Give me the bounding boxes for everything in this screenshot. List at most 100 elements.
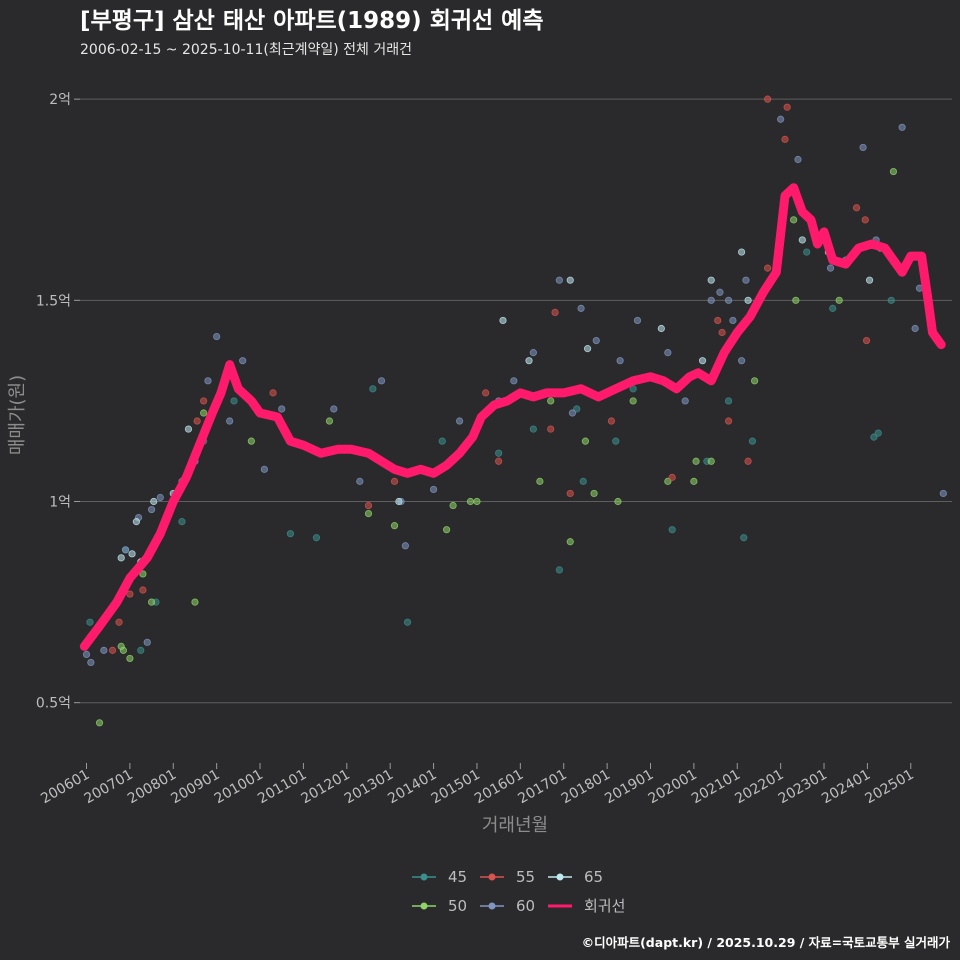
legend-label: 65: [584, 868, 603, 886]
data-point-55: [852, 204, 861, 212]
data-point-60: [777, 115, 785, 123]
data-point-65: [583, 345, 592, 353]
data-point-50: [325, 417, 334, 425]
data-point-60: [794, 155, 802, 164]
data-point-50: [751, 377, 759, 385]
legend: 45 55 65 50 60 회귀선: [412, 868, 625, 915]
x-tick-label: 201701: [515, 767, 569, 808]
data-point-45: [178, 518, 186, 526]
x-tick-label: 200901: [168, 767, 222, 808]
data-point-55: [495, 457, 503, 465]
data-point-50: [449, 501, 457, 510]
data-point-65: [128, 550, 136, 558]
legend-label: 60: [516, 897, 535, 915]
data-point-60: [356, 477, 364, 485]
legend-item-50: 50: [412, 897, 467, 915]
legend-item-회귀선: 회귀선: [548, 897, 625, 915]
data-point-45: [495, 449, 503, 457]
data-point-60: [510, 377, 518, 385]
x-tick-label: 201001: [212, 767, 266, 808]
data-point-60: [898, 123, 906, 131]
data-point-50: [692, 457, 700, 465]
legend-key-point: [420, 902, 428, 910]
data-point-50: [139, 570, 147, 578]
x-tick-label: 202101: [689, 767, 743, 808]
data-point-45: [529, 425, 537, 433]
data-point-60: [121, 546, 130, 554]
data-point-60: [429, 485, 438, 494]
x-tick-label: 202401: [819, 767, 873, 808]
data-point-65: [525, 357, 533, 365]
data-point-60: [330, 405, 338, 413]
data-point-60: [377, 377, 386, 385]
data-point-65: [698, 357, 707, 365]
data-point-60: [681, 397, 689, 405]
data-point-60: [664, 349, 672, 357]
legend-label: 55: [516, 868, 535, 886]
data-point-45: [286, 530, 295, 538]
data-point-65: [707, 276, 715, 284]
data-point-55: [193, 417, 201, 425]
data-point-50: [364, 509, 373, 518]
data-point-50: [119, 646, 127, 654]
x-tick-label: 201801: [559, 767, 613, 808]
data-point-65: [566, 276, 574, 284]
data-point-55: [714, 316, 722, 325]
data-point-50: [614, 497, 622, 506]
data-point-50: [707, 457, 715, 465]
data-point-65: [657, 324, 665, 333]
data-point-55: [744, 457, 752, 465]
data-point-55: [108, 646, 117, 654]
data-point-55: [139, 586, 147, 594]
data-point-55: [126, 590, 134, 598]
data-point-60: [100, 646, 108, 654]
data-point-60: [707, 296, 715, 304]
data-point-60: [716, 288, 724, 296]
data-point-60: [456, 417, 464, 425]
data-point-45: [668, 526, 676, 534]
x-tick-label: 201401: [385, 767, 439, 808]
x-tick-label: 202501: [862, 767, 916, 808]
y-tick-label: 0.5억: [36, 696, 71, 712]
x-tick-label: 201901: [602, 767, 656, 808]
data-point-55: [115, 618, 123, 626]
data-point-55: [781, 135, 789, 143]
data-point-50: [889, 167, 898, 176]
y-tick-label: 2억: [49, 92, 71, 108]
data-point-55: [764, 95, 772, 103]
data-point-55: [862, 336, 871, 345]
regression-line: [79, 183, 946, 651]
data-point-50: [200, 409, 208, 417]
data-point-60: [724, 296, 733, 304]
data-point-65: [798, 236, 806, 244]
data-point-60: [911, 324, 919, 333]
data-point-55: [364, 501, 373, 510]
data-point-50: [536, 477, 544, 485]
data-point-55: [668, 473, 676, 481]
data-point-60: [143, 638, 151, 646]
data-point-55: [547, 425, 555, 433]
x-tick-label: 201601: [472, 767, 526, 808]
y-tick-label: 1억: [49, 495, 71, 511]
data-point-60: [742, 276, 750, 284]
data-point-65: [865, 276, 874, 284]
data-point-50: [790, 216, 798, 224]
legend-key-point: [488, 902, 496, 910]
source-caption: ©디아파트(dapt.kr) / 2025.10.29 / 자료=국토교통부 실…: [582, 935, 951, 950]
data-point-60: [204, 377, 212, 385]
data-point-45: [748, 437, 757, 445]
data-point-60: [239, 357, 247, 365]
x-axis-ticks: 2006012007012008012009012010012011012012…: [38, 763, 917, 807]
legend-item-65: 65: [548, 868, 603, 886]
data-point-60: [82, 650, 91, 659]
data-point-45: [874, 429, 882, 437]
data-point-60: [592, 336, 600, 345]
data-point-50: [629, 397, 637, 405]
legend-item-60: 60: [480, 897, 535, 915]
gridlines: [80, 98, 952, 704]
data-point-60: [156, 493, 164, 502]
data-point-45: [369, 385, 377, 393]
x-tick-label: 202301: [776, 767, 830, 808]
data-point-65: [132, 518, 140, 526]
data-point-45: [887, 296, 895, 304]
